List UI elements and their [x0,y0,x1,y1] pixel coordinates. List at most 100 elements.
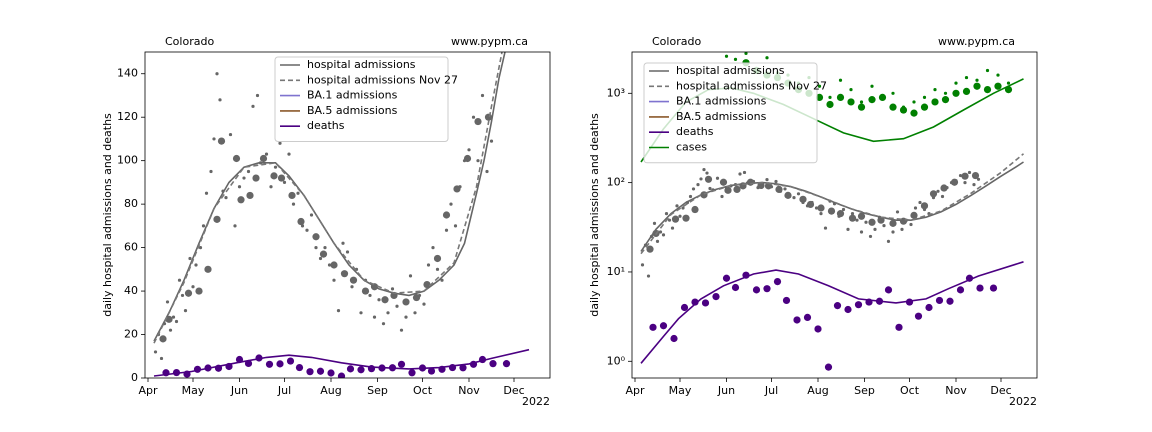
y-tick-label: 10⁰ [607,354,626,367]
data-point [946,297,954,305]
data-point [973,82,981,90]
data-point [259,154,268,163]
data-point [899,106,908,114]
data-point [177,278,182,282]
data-point [994,82,1002,90]
data-point [237,185,242,189]
data-point [724,186,732,194]
data-point [985,68,990,73]
data-point [309,213,314,217]
data-point [855,218,859,222]
data-point [664,212,669,216]
data-point [264,152,269,156]
data-point [696,183,700,187]
data-point [319,250,328,258]
x-tick-label: Sep [367,384,388,397]
data-point [295,363,304,372]
data-point [246,191,254,200]
data-point [925,303,933,312]
legend-label: BA.1 admissions [307,89,398,102]
data-point [854,301,863,309]
data-point [864,220,868,224]
data-point [453,224,458,228]
data-point [806,200,815,209]
data-point [678,214,682,218]
data-point [940,194,945,199]
data-point [327,369,335,377]
data-point [368,293,372,298]
data-point [670,334,678,343]
data-point [306,368,314,376]
legend-label: BA.5 admissions [676,110,767,123]
data-point [827,207,836,215]
data-point [198,246,203,250]
data-point [390,287,395,291]
panel-title-right: www.pypm.ca [451,35,528,48]
data-point [859,100,864,104]
data-point [194,263,198,267]
data-point [952,89,960,97]
data-point [502,360,511,368]
y-tick-label: 80 [124,197,138,210]
data-point [318,256,323,261]
x-tick-label: Jun [230,384,248,397]
data-point [165,300,170,304]
series-line [640,153,1025,255]
data-point [381,296,389,304]
data-point [680,303,689,312]
data-point [774,179,778,184]
data-point [265,360,274,368]
data-point [733,185,741,193]
data-point [278,141,282,145]
data-point [305,228,309,232]
data-point [399,328,404,332]
series-line [640,261,1024,364]
data-point [467,148,471,152]
data-point [824,363,833,371]
data-point [704,175,713,183]
data-point [255,93,260,98]
x-tick-label: Jul [277,384,291,397]
data-point [408,369,416,377]
data-point [850,212,855,216]
series-line [153,52,506,342]
data-point [857,103,866,111]
data-point [803,313,812,321]
data-point [823,226,828,230]
data-point [895,323,903,331]
data-point [935,296,944,305]
data-point [961,172,969,180]
data-point [218,98,222,102]
data-point [327,263,332,267]
data-point [799,195,807,203]
panel-title-left: Colorado [165,35,214,48]
series-line [153,348,530,377]
data-point [699,177,703,181]
data-point [397,360,406,368]
x-tick-label: Dec [990,384,1011,397]
data-point [744,52,748,55]
data-point [891,230,895,234]
data-point [943,91,948,95]
data-point [463,154,472,163]
data-point [423,280,431,289]
data-point [671,215,680,223]
data-point [288,191,296,200]
data-point [889,103,897,111]
data-point [341,241,345,245]
data-point [330,261,338,269]
x-offset-label: 2022 [1009,395,1037,408]
data-point [833,302,842,310]
data-point [195,287,203,295]
legend-label: BA.5 admissions [307,104,398,117]
data-point [775,185,783,193]
data-point [882,224,886,228]
data-point [996,73,1000,77]
data-point [936,189,940,193]
data-point [782,296,791,305]
data-point [738,172,742,176]
y-axis-label: daily hospital admissions and deaths [101,113,114,317]
data-point [815,93,824,101]
data-point [836,210,845,218]
